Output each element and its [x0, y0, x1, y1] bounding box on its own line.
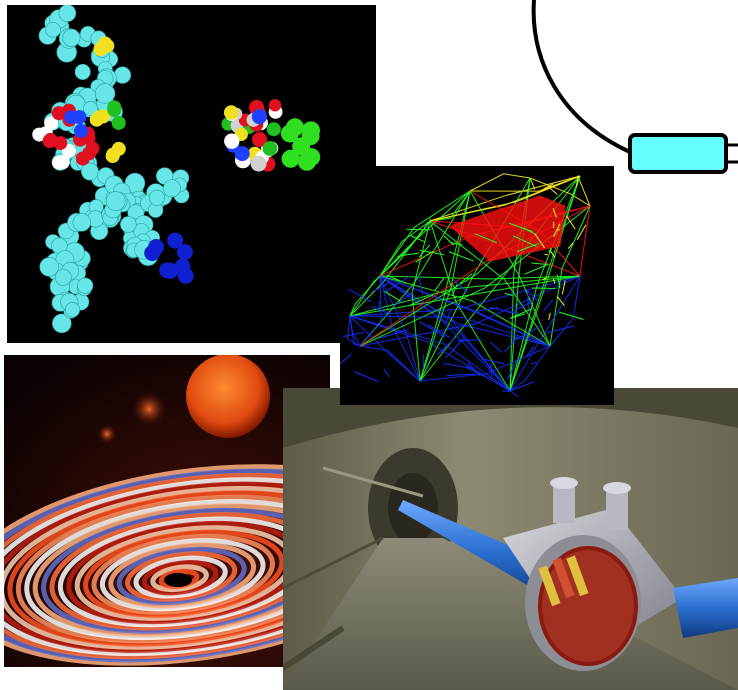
- galaxy-illustration: [4, 355, 330, 667]
- molecule-illustration: [7, 5, 376, 343]
- car-wireframe-illustration: [340, 166, 614, 405]
- cable-plug-illustration: [520, 0, 738, 190]
- tunnel-illustration: [283, 388, 738, 690]
